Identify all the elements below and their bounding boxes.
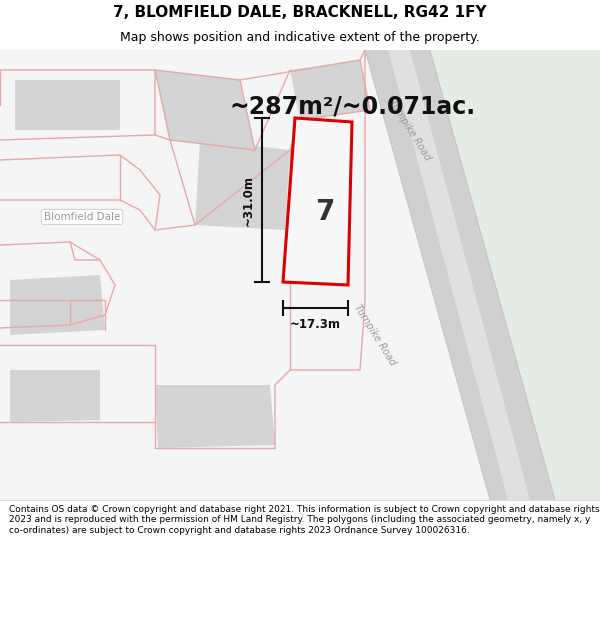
- Polygon shape: [283, 118, 352, 285]
- Text: Map shows position and indicative extent of the property.: Map shows position and indicative extent…: [120, 31, 480, 44]
- Text: Blomfield Dale: Blomfield Dale: [44, 212, 120, 222]
- Text: ~31.0m: ~31.0m: [241, 174, 254, 226]
- Text: Turnpike Road: Turnpike Road: [352, 302, 398, 368]
- Polygon shape: [195, 140, 290, 230]
- Polygon shape: [10, 370, 100, 422]
- Polygon shape: [10, 275, 105, 335]
- Polygon shape: [155, 70, 255, 150]
- Polygon shape: [388, 50, 530, 500]
- Text: 7: 7: [315, 198, 334, 226]
- Text: ~287m²/~0.071ac.: ~287m²/~0.071ac.: [230, 95, 476, 119]
- Text: Turnpike Road: Turnpike Road: [387, 98, 433, 162]
- Text: Contains OS data © Crown copyright and database right 2021. This information is : Contains OS data © Crown copyright and d…: [9, 505, 599, 535]
- Polygon shape: [15, 80, 120, 130]
- Polygon shape: [290, 60, 370, 120]
- Polygon shape: [365, 50, 555, 500]
- Polygon shape: [155, 385, 275, 448]
- Polygon shape: [430, 50, 600, 500]
- Text: ~17.3m: ~17.3m: [290, 318, 341, 331]
- Text: 7, BLOMFIELD DALE, BRACKNELL, RG42 1FY: 7, BLOMFIELD DALE, BRACKNELL, RG42 1FY: [113, 5, 487, 20]
